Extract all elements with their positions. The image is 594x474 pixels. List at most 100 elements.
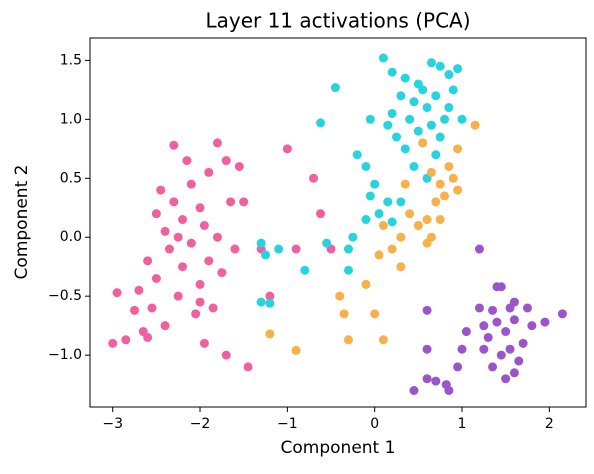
point — [422, 305, 432, 315]
point — [435, 61, 445, 71]
point — [261, 250, 271, 260]
x-tick-label: 1 — [458, 416, 467, 432]
point — [492, 317, 502, 327]
point — [316, 118, 326, 128]
point — [130, 305, 140, 315]
point — [343, 244, 353, 254]
point — [483, 332, 493, 342]
point — [426, 120, 436, 130]
point — [160, 321, 170, 331]
plot-frame — [89, 37, 587, 408]
point — [361, 279, 371, 289]
point — [134, 285, 144, 295]
point — [488, 362, 498, 372]
point — [387, 217, 397, 227]
point — [444, 385, 454, 395]
point — [479, 321, 489, 331]
point — [409, 385, 419, 395]
point — [444, 162, 454, 172]
point — [418, 85, 428, 95]
point — [221, 350, 231, 360]
x-tick-label: 2 — [545, 416, 554, 432]
point — [453, 64, 463, 74]
point — [121, 335, 131, 345]
point — [339, 309, 349, 319]
point — [370, 309, 380, 319]
point — [435, 132, 445, 142]
point — [256, 238, 266, 248]
point — [291, 244, 301, 254]
point — [453, 185, 463, 195]
point — [396, 197, 406, 207]
point — [191, 309, 201, 319]
point — [343, 335, 353, 345]
point — [431, 150, 441, 160]
x-axis-label: Component 1 — [281, 438, 396, 458]
point — [195, 203, 205, 213]
point — [199, 220, 209, 230]
point — [422, 238, 432, 248]
point — [151, 209, 161, 219]
point — [182, 156, 192, 166]
y-tick-label: 0.5 — [60, 170, 82, 186]
point — [400, 179, 410, 189]
point — [265, 291, 275, 301]
point — [522, 303, 532, 313]
point — [108, 338, 118, 348]
point — [291, 345, 301, 355]
point — [514, 356, 524, 366]
point — [474, 303, 484, 313]
point — [470, 120, 480, 130]
point — [527, 321, 537, 331]
point — [540, 317, 550, 327]
point — [392, 132, 402, 142]
point — [387, 244, 397, 254]
point — [518, 338, 528, 348]
point — [365, 191, 375, 201]
y-tick-label: −1.0 — [48, 347, 82, 363]
point — [374, 209, 384, 219]
point — [164, 244, 174, 254]
y-tick-label: 1.5 — [60, 52, 82, 68]
point — [173, 232, 183, 242]
point — [509, 315, 519, 325]
point — [256, 297, 266, 307]
point — [226, 197, 236, 207]
point — [422, 374, 432, 384]
point — [413, 220, 423, 230]
point — [195, 279, 205, 289]
point — [409, 162, 419, 172]
point — [178, 262, 188, 272]
point — [151, 273, 161, 283]
point — [453, 362, 463, 372]
point — [348, 232, 358, 242]
point — [474, 244, 484, 254]
point — [243, 362, 253, 372]
point — [479, 344, 489, 354]
point — [453, 144, 463, 154]
point — [431, 197, 441, 207]
point — [112, 288, 122, 298]
point — [400, 73, 410, 83]
point — [361, 215, 371, 225]
point — [378, 335, 388, 345]
point — [461, 327, 471, 337]
point — [274, 244, 284, 254]
point — [169, 140, 179, 150]
point — [204, 167, 214, 177]
point — [265, 298, 275, 308]
y-tick-label: 1.0 — [60, 111, 82, 127]
point — [383, 197, 393, 207]
point — [396, 232, 406, 242]
x-tick-label: −2 — [190, 416, 211, 432]
point — [365, 114, 375, 124]
point — [330, 83, 340, 93]
point — [204, 256, 214, 266]
point — [156, 185, 166, 195]
point — [431, 91, 441, 101]
point — [457, 344, 467, 354]
point — [387, 67, 397, 77]
point — [300, 265, 310, 275]
point — [501, 374, 511, 384]
